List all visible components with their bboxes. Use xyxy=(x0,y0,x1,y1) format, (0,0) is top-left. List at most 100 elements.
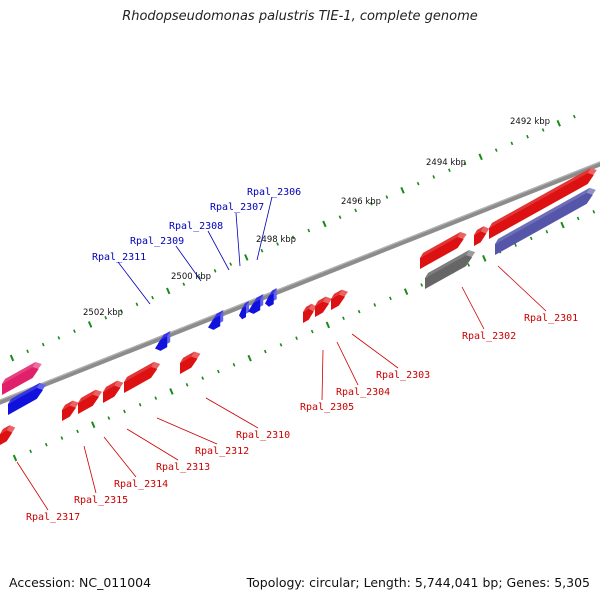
gene-rpal-2301a-edge xyxy=(474,226,484,235)
gene-rpal-2304 xyxy=(315,296,332,317)
leader-line xyxy=(321,349,324,401)
scale-tick xyxy=(57,336,61,340)
scale-tick xyxy=(373,303,377,307)
gene-reverse-left-edge xyxy=(8,382,40,404)
gene-rpal-2312 xyxy=(124,361,161,393)
gene-rpal-2306-front-face xyxy=(265,293,274,307)
scale-tick xyxy=(279,343,283,347)
scale-tick xyxy=(463,161,467,166)
scale-tick xyxy=(592,209,596,214)
leader-line xyxy=(497,265,547,312)
scale-tick xyxy=(60,436,64,440)
scale-tick xyxy=(123,409,126,414)
gene-reverse-left-front-face xyxy=(8,387,43,415)
gene-rpal-2302-edge xyxy=(420,232,461,258)
leader-line xyxy=(336,341,359,386)
scale-tick xyxy=(12,454,18,462)
gene-rpal-2308 xyxy=(239,301,249,320)
topology-text: Topology: circular; Length: 5,744,041 bp… xyxy=(246,575,590,590)
gene-label: Rpal_2317 xyxy=(26,512,80,523)
scale-tick xyxy=(494,148,498,152)
scale-label: 2500 kbp xyxy=(171,272,211,282)
gene-rpal-2314-front-face xyxy=(78,394,99,414)
leader-line xyxy=(207,230,230,271)
gene-rpal-2306 xyxy=(265,288,277,307)
scale-tick xyxy=(295,336,298,341)
scale-tick xyxy=(389,296,392,301)
scale-tick xyxy=(510,141,514,146)
scale-label: 2494 kbp xyxy=(426,158,466,168)
gene-reverse-right xyxy=(495,187,596,255)
scale-tick xyxy=(29,449,33,454)
gene-rpal-2307 xyxy=(248,294,264,314)
scale-tick xyxy=(482,255,487,262)
scale-tick xyxy=(357,309,361,314)
scale-tick xyxy=(556,119,561,127)
scale-tick xyxy=(420,283,424,287)
gene-label: Rpal_2310 xyxy=(236,430,290,441)
leader-line xyxy=(16,461,49,511)
scale-tick xyxy=(307,228,311,233)
scale-tick xyxy=(91,421,96,429)
scale-tick xyxy=(201,376,205,380)
gene-rpal-2313-edge xyxy=(103,380,118,392)
gene-rpal-2305-edge xyxy=(303,303,312,312)
gene-label: Rpal_2301 xyxy=(524,313,578,324)
gene-reverse-left xyxy=(8,382,46,415)
gene-rpal-2314 xyxy=(78,389,102,414)
gene-rpal-2302-front-face xyxy=(420,237,464,269)
gene-rpal-2309 xyxy=(208,310,224,330)
gene-rpal-2303-edge xyxy=(331,289,342,299)
gene-rpal-2307-front-face xyxy=(248,299,261,314)
leader-line xyxy=(256,196,273,261)
gene-rpal-2312-edge xyxy=(124,361,155,382)
gene-rpal-2303 xyxy=(331,289,348,310)
scale-label: 2492 kbp xyxy=(510,117,550,127)
gene-rpal-2305 xyxy=(303,303,317,323)
gene-rpal-2308-edge xyxy=(242,301,249,309)
scale-tick xyxy=(76,429,79,434)
gene-rpal-2301 xyxy=(489,167,597,239)
gene-rpal-2317-front-face xyxy=(0,430,13,445)
scale-tick xyxy=(403,288,409,295)
scale-tick xyxy=(369,201,373,206)
gene-rpal-2315-front-face xyxy=(62,405,76,421)
gene-label: Rpal_2304 xyxy=(336,387,390,398)
gene-rpal-2305-front-face xyxy=(303,308,314,323)
gene-label: Rpal_2309 xyxy=(130,236,184,247)
gene-rpal-2313 xyxy=(103,380,124,403)
scale-tick xyxy=(185,383,189,387)
scale-tick xyxy=(576,216,580,221)
gene-rpal-2311-front-face xyxy=(155,336,168,351)
gene-rpal-2311 xyxy=(155,331,171,351)
scale-tick xyxy=(260,248,264,253)
accession-text: Accession: NC_011004 xyxy=(9,575,152,590)
leader-line xyxy=(205,397,259,429)
scale-tick xyxy=(73,329,76,333)
scale-tick xyxy=(87,321,93,328)
leader-line xyxy=(126,428,179,461)
scale-tick xyxy=(541,128,545,132)
scale-tick xyxy=(560,221,565,229)
gene-rpal-2301a xyxy=(474,226,490,246)
gene-rpal-2309-edge xyxy=(213,310,224,319)
scale-tick xyxy=(166,287,171,295)
gene-rpal-2307-edge xyxy=(253,294,264,303)
scale-tick xyxy=(41,342,45,347)
gene-rna-edge xyxy=(2,361,36,384)
scale-tick xyxy=(44,442,48,447)
scale-tick xyxy=(244,254,249,261)
gene-label: Rpal_2308 xyxy=(169,221,223,232)
scale-tick xyxy=(514,243,517,247)
gene-rpal-2310-upper-edge xyxy=(180,351,195,363)
scale-tick xyxy=(135,302,139,307)
scale-tick xyxy=(232,363,236,367)
gene-rpal-2310-upper xyxy=(180,351,201,374)
gene-rpal-2317-edge xyxy=(0,425,10,434)
scale-tick xyxy=(263,349,267,354)
scale-tick xyxy=(572,114,576,119)
scale-tick xyxy=(400,187,405,194)
scale-tick xyxy=(213,269,217,273)
gene-label: Rpal_2305 xyxy=(300,402,354,413)
